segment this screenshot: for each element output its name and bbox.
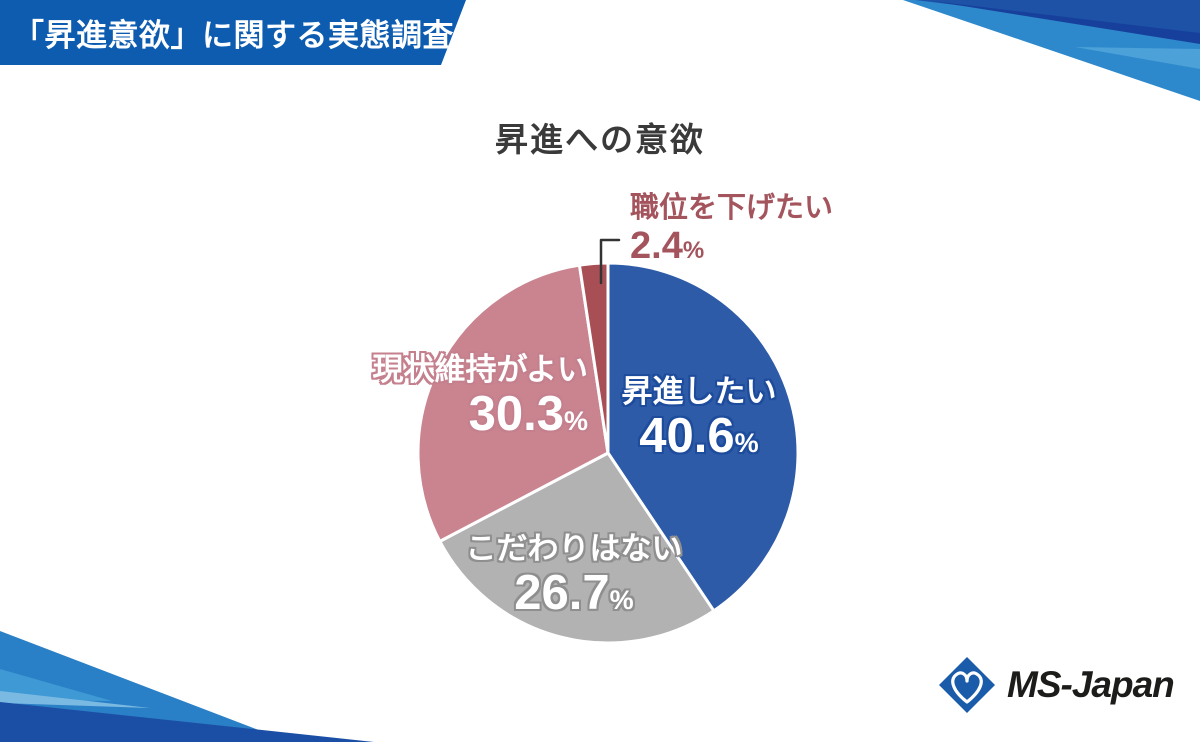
slice-name: 現状維持がよい — [372, 352, 588, 387]
pie-label-promote: 昇進したい 40.6% — [622, 374, 777, 469]
ms-japan-logo-text: MS-Japan — [1007, 664, 1175, 705]
corner-decoration-bottom-left — [0, 631, 374, 742]
pie-chart — [416, 238, 800, 645]
header-title: 「昇進意欲」に関する実態調査 — [13, 18, 454, 53]
pie-label-no-preference: こだわりはない 26.7% — [466, 531, 683, 626]
slice-value: 26.7% — [514, 566, 634, 620]
chart-title: 昇進への意欲 — [495, 121, 705, 158]
decor-triangle — [0, 691, 150, 708]
slice-name: 昇進したい — [621, 374, 777, 409]
pie-label-status-quo: 現状維持がよい 30.3% — [373, 352, 588, 447]
logo-diamond — [939, 657, 995, 713]
pie-slice-3 — [577, 261, 610, 455]
slice-value: 2.4% — [630, 225, 705, 267]
decor-triangle — [1075, 47, 1200, 69]
pie-slice-0 — [606, 261, 800, 613]
pie-slices-group — [416, 261, 800, 645]
callout-leader-line — [599, 238, 621, 285]
ms-japan-logo: MS-Japan — [936, 654, 1175, 716]
pie-slice-2 — [416, 263, 610, 543]
corner-decoration-top-right — [903, 0, 1200, 101]
ms-japan-logo-icon — [939, 657, 995, 713]
slice-value: 40.6% — [639, 409, 759, 463]
pie-label-demote: 職位を下げたい 2.4% — [630, 192, 833, 272]
header-banner: 「昇進意欲」に関する実態調査 — [0, 0, 466, 65]
decor-triangle — [0, 669, 112, 701]
logo-heart-outline — [951, 671, 983, 704]
decor-triangle — [932, 1, 1200, 44]
slice-name: こだわりはない — [465, 531, 683, 566]
slice-value: 30.3% — [468, 387, 588, 441]
decor-triangle — [0, 702, 374, 742]
slice-name: 職位を下げたい — [630, 192, 834, 224]
pie-slice-1 — [438, 451, 716, 645]
